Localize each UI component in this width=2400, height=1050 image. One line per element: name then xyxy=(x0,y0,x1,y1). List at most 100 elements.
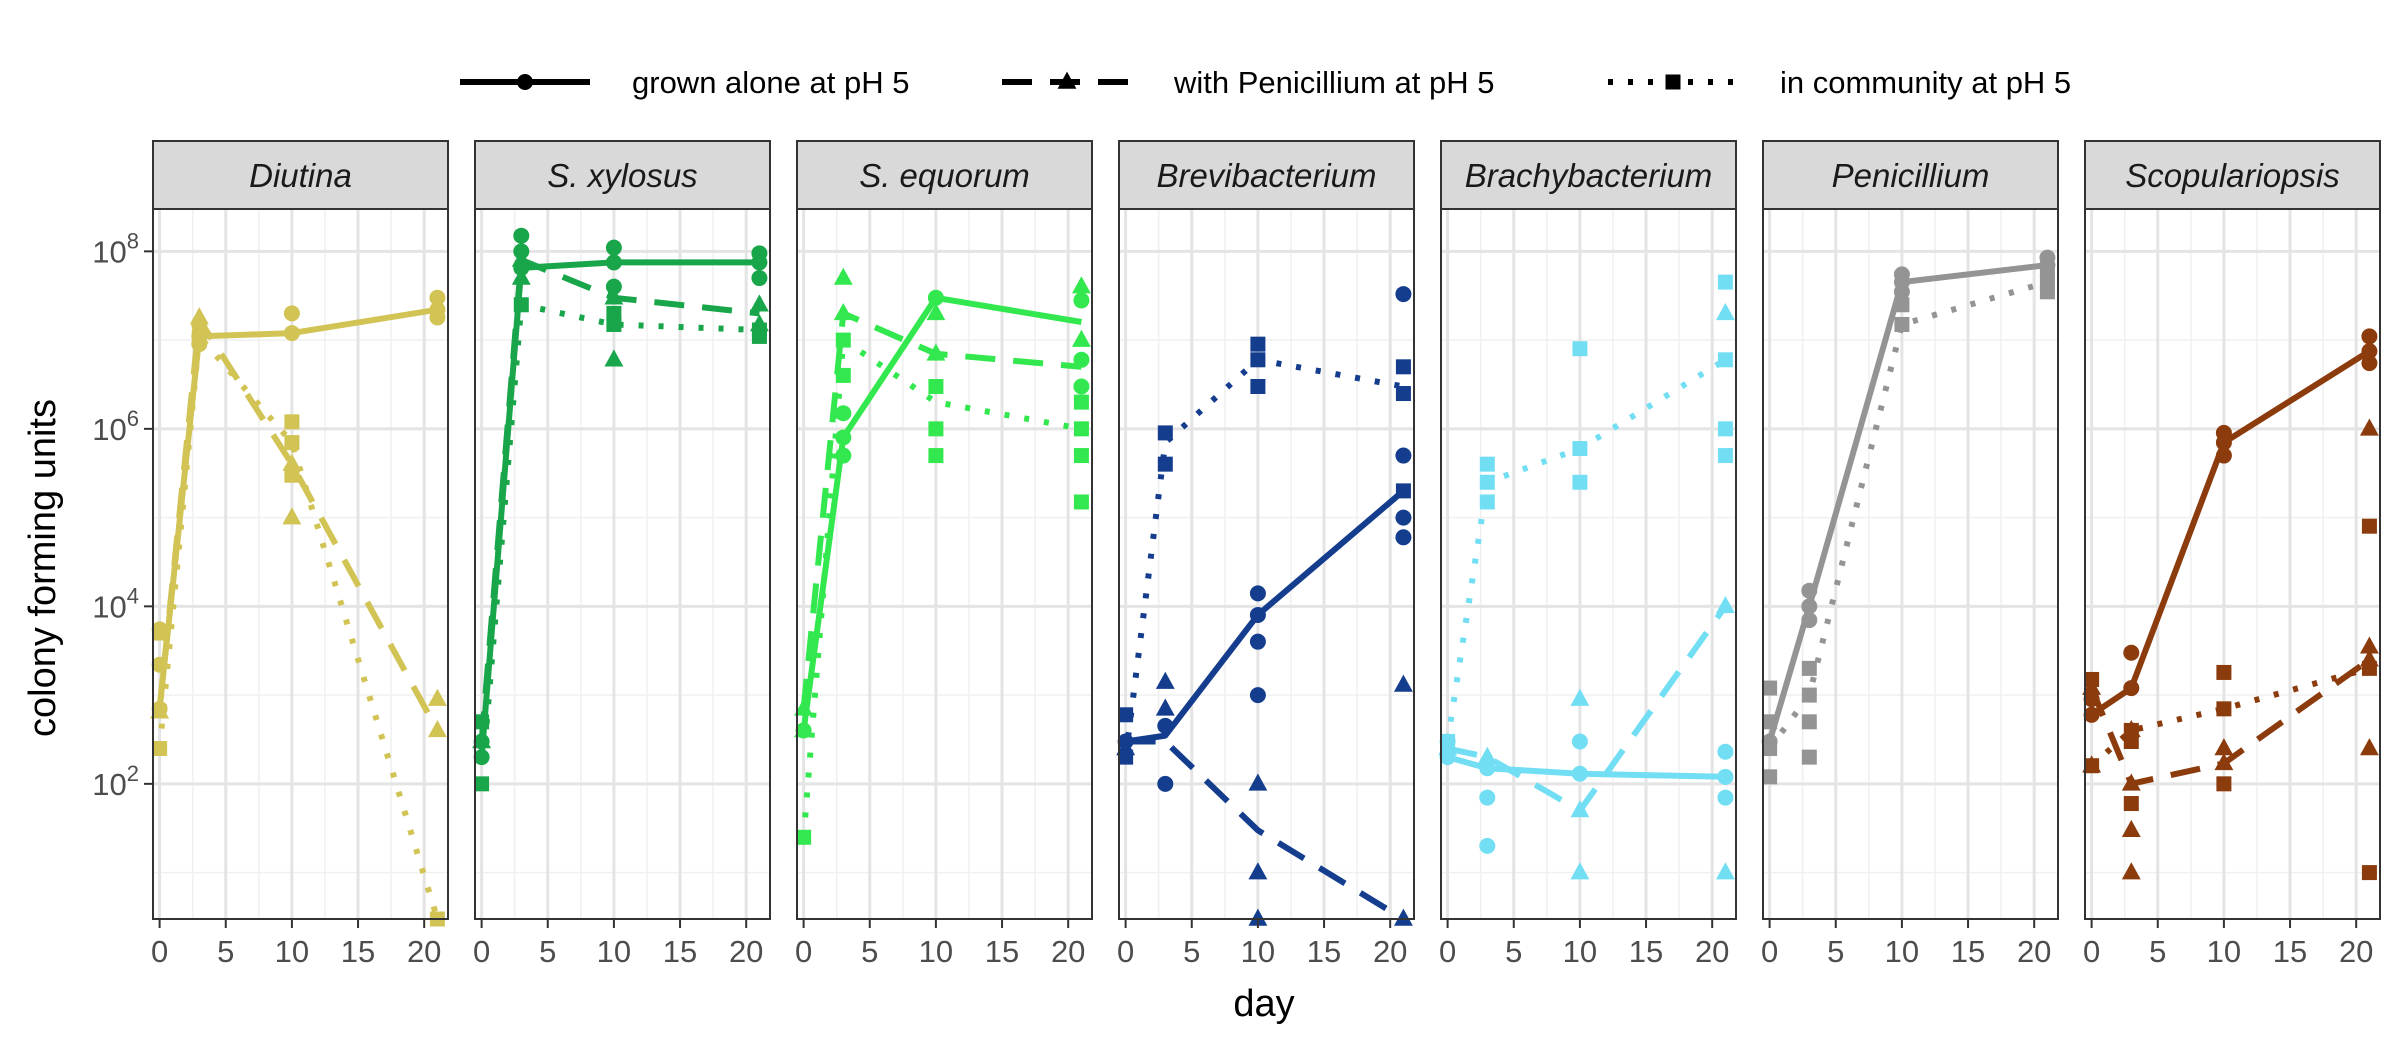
data-point-community xyxy=(1801,660,1817,676)
data-point-alone xyxy=(513,227,530,244)
series-line-alone xyxy=(1446,754,1726,780)
data-point-community xyxy=(1801,749,1817,765)
x-tick-label: 0 xyxy=(2083,934,2100,969)
data-point-community xyxy=(2361,660,2377,676)
data-point-community xyxy=(1250,379,1266,394)
data-point-penicillium xyxy=(833,303,853,321)
data-point-alone xyxy=(1717,743,1734,760)
data-point-community xyxy=(284,414,300,430)
series-line-community xyxy=(156,333,441,920)
data-point-community xyxy=(474,776,490,792)
data-point-alone xyxy=(1395,286,1412,303)
x-tick-label: 0 xyxy=(151,934,168,969)
data-point-alone xyxy=(1479,837,1496,854)
x-tick-label: 0 xyxy=(1117,934,1134,969)
data-point-alone xyxy=(429,289,446,306)
data-point-community xyxy=(152,741,168,757)
panel-strip xyxy=(152,140,449,210)
x-tick-label: 0 xyxy=(795,934,812,969)
data-point-alone xyxy=(1479,760,1496,777)
x-tick-label: 5 xyxy=(1505,934,1522,969)
data-point-community xyxy=(1395,359,1411,375)
data-point-alone xyxy=(927,289,944,306)
data-point-community xyxy=(152,625,168,641)
series-line-penicillium xyxy=(1125,738,1405,922)
data-point-alone xyxy=(2083,706,2100,723)
data-point-alone xyxy=(283,325,300,342)
data-point-alone xyxy=(2361,355,2378,372)
y-tick-label: 102 xyxy=(92,761,139,802)
panel-3: Brevibacterium 0 5 10 15 20 xyxy=(1116,140,1415,969)
data-point-community xyxy=(2361,865,2377,881)
data-point-alone xyxy=(1801,598,1818,615)
panel-title: Brachybacterium xyxy=(1465,157,1713,194)
x-tick-label: 20 xyxy=(2017,934,2051,969)
panel-strip xyxy=(474,140,771,210)
data-point-alone xyxy=(1717,789,1734,806)
panel-title: Diutina xyxy=(249,157,352,194)
panel-border xyxy=(1440,208,1737,920)
x-tick-label: 15 xyxy=(1629,934,1663,969)
x-tick-label: 5 xyxy=(2149,934,2166,969)
data-point-alone xyxy=(835,447,852,464)
panel-5: Penicillium 0 5 10 15 20 xyxy=(1761,140,2059,969)
panel-background xyxy=(797,209,1092,919)
data-point-alone xyxy=(1893,283,1910,300)
data-point-community xyxy=(1395,483,1411,499)
series-line-community xyxy=(800,337,1082,838)
data-point-alone xyxy=(1479,789,1496,806)
data-point-community xyxy=(2361,518,2377,534)
data-point-penicillium xyxy=(1477,746,1497,764)
data-point-community xyxy=(1073,421,1089,437)
series-penicillium xyxy=(794,267,1091,738)
data-point-community xyxy=(928,448,944,464)
series-line-penicillium xyxy=(2088,657,2372,787)
data-point-community xyxy=(1479,474,1495,490)
data-point-community xyxy=(1572,341,1588,357)
data-point-penicillium xyxy=(1393,674,1413,692)
x-tick-label: 15 xyxy=(341,934,375,969)
y-tick-label: 106 xyxy=(92,406,139,447)
y-tick-label: 104 xyxy=(92,583,139,624)
panel-border xyxy=(1762,208,2059,920)
data-point-penicillium xyxy=(1715,862,1735,880)
series-line-alone xyxy=(1766,262,2048,743)
data-point-community xyxy=(1717,448,1733,464)
data-point-penicillium xyxy=(1071,329,1091,347)
data-point-community xyxy=(1762,769,1778,785)
data-point-community xyxy=(1801,687,1817,703)
data-point-alone xyxy=(1395,447,1412,464)
data-point-penicillium xyxy=(2359,636,2379,654)
data-point-penicillium xyxy=(794,720,814,738)
data-point-community xyxy=(928,379,944,394)
data-point-alone xyxy=(1157,775,1174,792)
data-point-community xyxy=(928,421,944,437)
data-point-community xyxy=(1073,494,1089,510)
data-point-community xyxy=(1894,316,1910,332)
data-point-community xyxy=(1395,386,1411,402)
data-point-penicillium xyxy=(926,303,946,321)
data-point-alone xyxy=(2123,680,2140,697)
data-point-penicillium xyxy=(2359,418,2379,436)
legend-label-community: in community at pH 5 xyxy=(1780,65,2071,100)
series-line-alone xyxy=(478,259,760,758)
series-line-penicillium xyxy=(478,256,760,742)
x-tick-label: 20 xyxy=(407,934,441,969)
data-point-penicillium xyxy=(511,267,531,285)
x-tick-label: 5 xyxy=(861,934,878,969)
data-point-penicillium xyxy=(1155,698,1175,716)
legend-item-penicillium: with Penicillium at pH 5 xyxy=(1002,65,1494,100)
series-line-alone xyxy=(2089,348,2371,718)
y-axis-title: colony forming units xyxy=(22,399,64,737)
data-point-penicillium xyxy=(2214,753,2234,771)
panel-strip xyxy=(1440,140,1737,210)
data-point-community xyxy=(1762,714,1778,730)
legend: grown alone at pH 5 with Penicillium at p… xyxy=(460,65,2071,100)
x-tick-label: 5 xyxy=(217,934,234,969)
series-penicillium xyxy=(1116,671,1413,926)
data-point-community xyxy=(1440,734,1456,749)
panel-background xyxy=(1763,209,2058,919)
data-point-alone xyxy=(2123,644,2140,661)
legend-marker-alone xyxy=(517,74,533,90)
